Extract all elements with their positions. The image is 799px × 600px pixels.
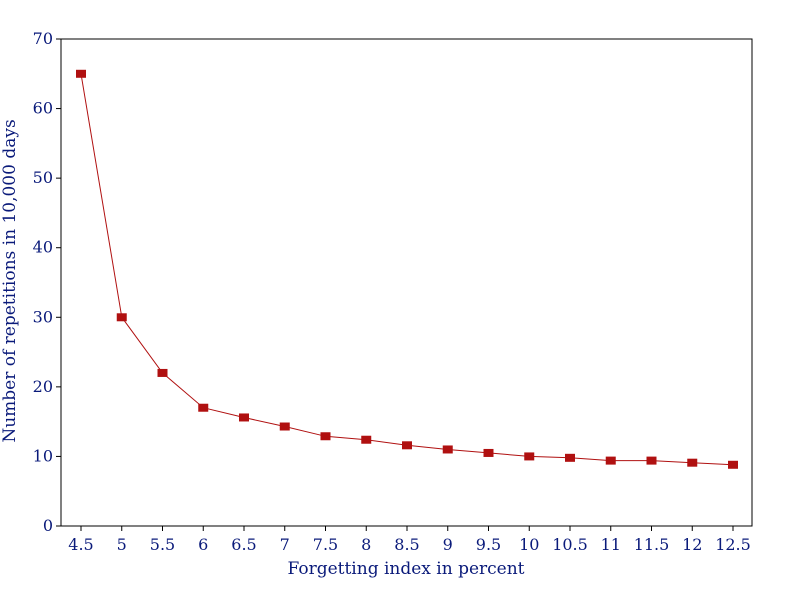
y-tick-label: 0 [43,516,53,535]
data-point [605,456,616,465]
x-tick-label: 10 [519,535,539,554]
series-markers [76,69,738,469]
x-tick-label: 12.5 [715,535,751,554]
data-point [157,368,168,377]
data-point [483,448,494,457]
x-tick-label: 12 [682,535,702,554]
y-tick-label: 10 [33,446,53,465]
y-axis: 0 10 20 30 40 50 60 70 [33,29,61,535]
series-line [80,73,734,466]
y-axis-title: Number of repetitions in 10,000 days [0,119,20,442]
x-tick-label: 7.5 [313,535,338,554]
x-tick-label: 9.5 [476,535,501,554]
data-point [76,69,86,78]
x-tick-label: 8.5 [394,535,419,554]
data-point [687,458,698,467]
x-tick-label: 8 [361,535,371,554]
x-tick-label: 6.5 [231,535,256,554]
x-tick-label: 7 [280,535,290,554]
data-point [646,456,657,465]
y-tick-label: 50 [33,168,53,187]
data-point [442,445,453,454]
data-point [320,432,331,441]
data-point [402,441,412,450]
y-tick-label: 40 [33,238,53,257]
y-tick-label: 20 [33,377,53,396]
x-tick-label: 9 [443,535,453,554]
data-point [198,403,209,412]
x-tick-label: 6 [198,535,208,554]
x-axis-title: Forgetting index in percent [287,559,524,579]
data-point [728,460,738,469]
x-tick-label: 5 [117,535,127,554]
x-axis: 4.5 5 5.5 6 6.5 7 7.5 8 8.5 9 9.5 10 10.5 11 11.5 12 12.… [68,526,751,554]
plot-frame [60,38,753,527]
x-tick-label: 5.5 [150,535,175,554]
data-point [361,435,372,444]
x-tick-label: 10.5 [552,535,588,554]
y-tick-label: 70 [33,29,53,48]
x-tick-label: 11.5 [634,535,670,554]
data-point [279,422,290,431]
x-tick-label: 11 [601,535,621,554]
data-point [565,453,575,462]
data-point [524,452,535,461]
y-tick-label: 30 [33,307,53,326]
x-tick-label: 4.5 [68,535,93,554]
y-tick-label: 60 [33,99,53,118]
data-point [116,313,127,322]
data-point [239,413,249,422]
